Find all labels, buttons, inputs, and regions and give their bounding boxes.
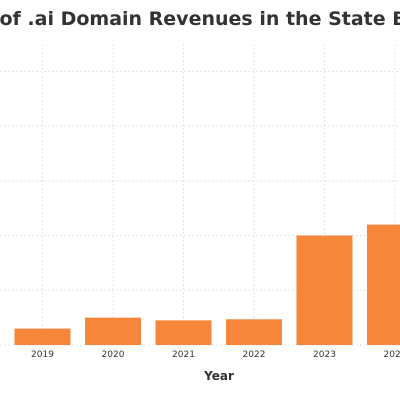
x-tick-labels: 2018201920202021202220232024 xyxy=(31,350,400,360)
bar-2021 xyxy=(155,320,212,345)
x-tick-label: 2023 xyxy=(313,350,336,360)
x-tick-label: 2024 xyxy=(384,350,400,360)
x-tick-label: 2019 xyxy=(31,350,54,360)
x-axis-label: Year xyxy=(203,369,234,383)
bar-2020 xyxy=(85,317,141,345)
bar-2023 xyxy=(296,235,353,345)
x-tick-label: 2022 xyxy=(243,350,266,360)
x-tick-label: 2021 xyxy=(172,350,195,360)
chart-title: Share of .ai Domain Revenues in the Stat… xyxy=(0,8,400,30)
bar-2024 xyxy=(367,224,400,345)
bar-2019 xyxy=(14,328,71,345)
bar-2022 xyxy=(226,319,282,345)
x-tick-label: 2020 xyxy=(102,350,125,360)
bars xyxy=(14,224,400,345)
